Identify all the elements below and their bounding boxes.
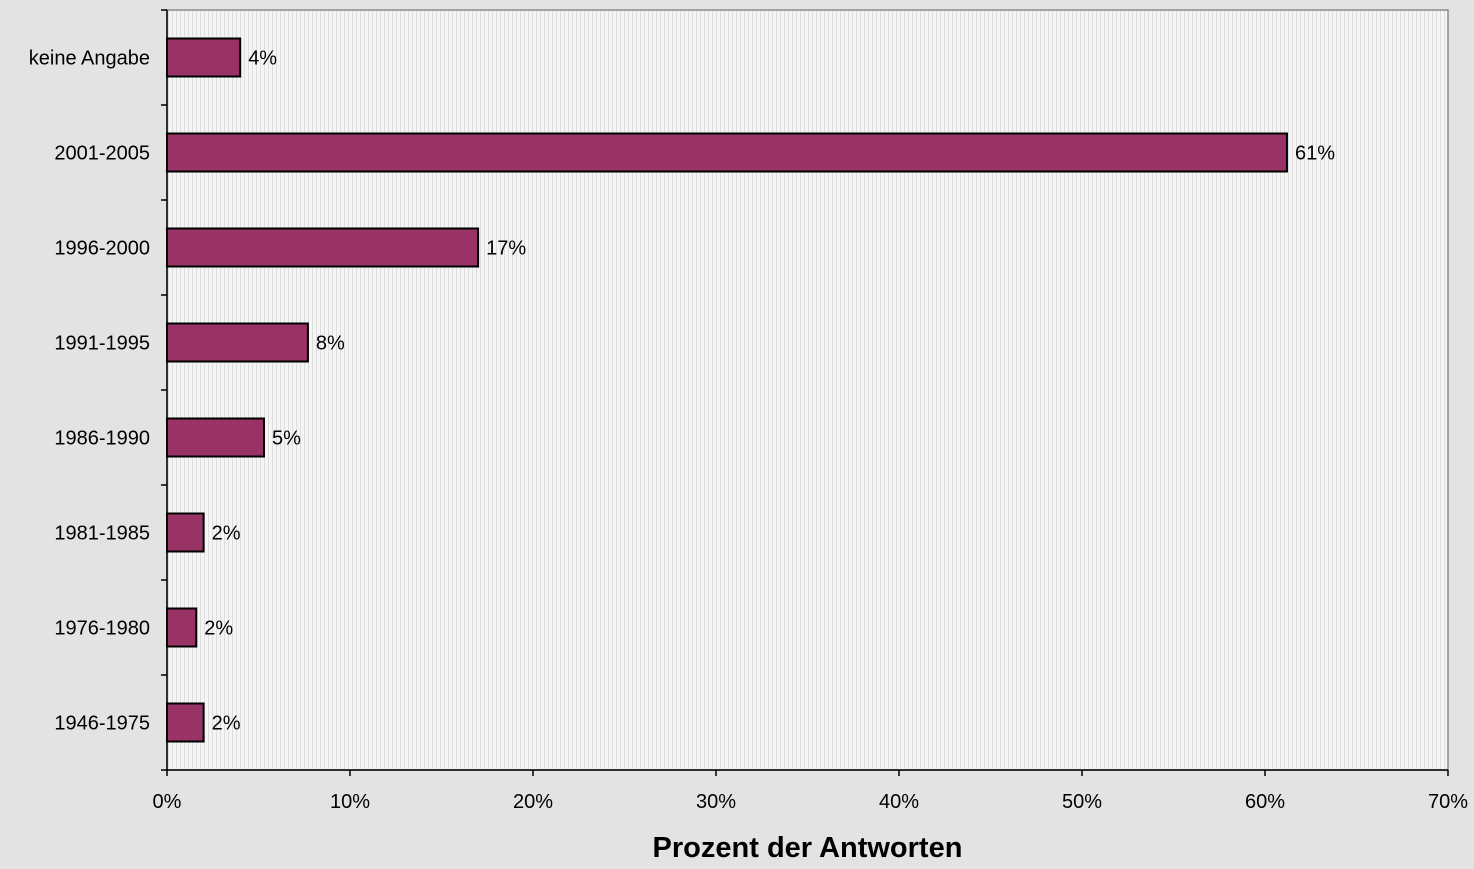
data-label: 8% — [316, 333, 345, 355]
category-label: 1976-1980 — [54, 618, 150, 640]
data-label: 2% — [204, 618, 233, 640]
x-axis-title: Prozent der Antworten — [653, 832, 963, 864]
bar-keine-angabe — [166, 37, 242, 78]
data-label: 17% — [486, 238, 526, 260]
x-tick-label: 60% — [1245, 791, 1285, 813]
bar-1991-1995 — [166, 322, 309, 363]
bar-1976-1980 — [166, 607, 198, 648]
data-label: 5% — [272, 428, 301, 450]
category-label: 2001-2005 — [54, 143, 150, 165]
data-label: 2% — [212, 713, 241, 735]
data-label: 4% — [248, 48, 277, 70]
bar-1996-2000 — [166, 227, 480, 268]
category-label: 1996-2000 — [54, 238, 150, 260]
bar-1986-1990 — [166, 417, 265, 458]
x-tick-label: 70% — [1428, 791, 1468, 813]
plot-area — [166, 9, 1449, 771]
x-tick-label: 40% — [879, 791, 919, 813]
x-tick-label: 30% — [696, 791, 736, 813]
bar-1981-1985 — [166, 512, 205, 553]
data-label: 61% — [1295, 143, 1335, 165]
data-label: 2% — [212, 523, 241, 545]
bar-2001-2005 — [166, 132, 1288, 173]
category-label: keine Angabe — [29, 48, 150, 70]
x-tick-label: 0% — [153, 791, 182, 813]
category-label: 1991-1995 — [54, 333, 150, 355]
category-label: 1986-1990 — [54, 428, 150, 450]
bar-1946-1975 — [166, 702, 205, 743]
x-tick-label: 20% — [513, 791, 553, 813]
category-label: 1946-1975 — [54, 713, 150, 735]
x-tick-label: 50% — [1062, 791, 1102, 813]
category-label: 1981-1985 — [54, 523, 150, 545]
x-tick-label: 10% — [330, 791, 370, 813]
